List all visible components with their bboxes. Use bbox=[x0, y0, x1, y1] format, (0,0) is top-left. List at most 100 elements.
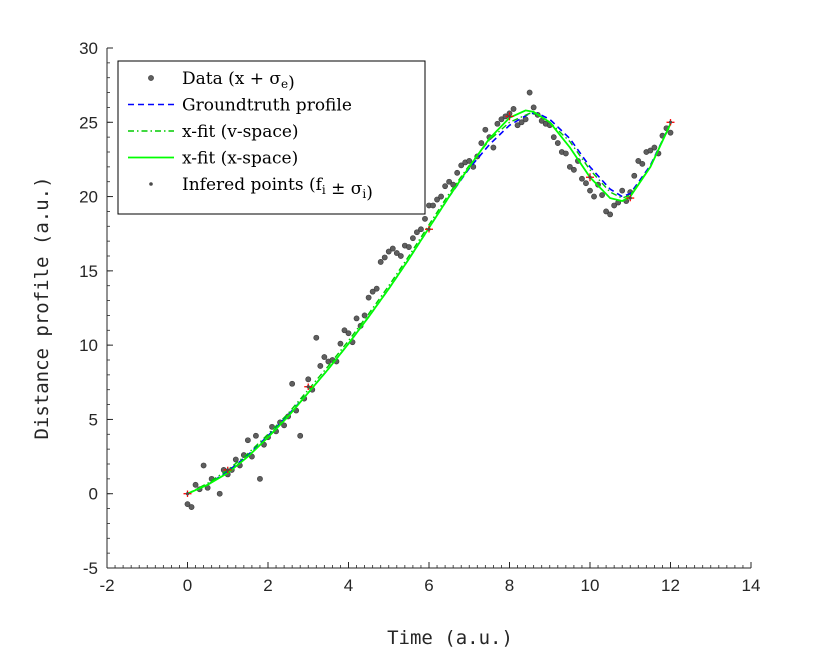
data-point bbox=[482, 126, 489, 133]
data-point bbox=[498, 116, 505, 123]
data-point bbox=[192, 481, 199, 488]
x-tick-label: 12 bbox=[661, 576, 680, 595]
data-point bbox=[466, 158, 473, 164]
legend-label: Groundtruth profile bbox=[182, 96, 352, 116]
data-point bbox=[647, 147, 654, 154]
data-point bbox=[405, 244, 412, 250]
data-point bbox=[611, 202, 618, 209]
plot-area bbox=[183, 89, 675, 510]
legend-marker-inferred bbox=[149, 182, 153, 186]
xfit-v-space-line bbox=[187, 112, 672, 495]
axes: -2 0 2 4 6 8 10 12 14 -5 0 5 10 15 20 25 30 bbox=[79, 39, 760, 595]
data-point bbox=[414, 229, 420, 236]
data-point bbox=[200, 462, 207, 469]
data-point bbox=[397, 253, 404, 259]
xfit-x-space-line bbox=[187, 109, 672, 495]
x-tick-label: 6 bbox=[424, 576, 433, 595]
y-tick-label: 5 bbox=[89, 410, 98, 429]
inferred-point bbox=[306, 385, 310, 389]
data-point bbox=[244, 437, 251, 444]
data-point bbox=[381, 254, 388, 261]
x-axis-title: Time (a.u.) bbox=[387, 627, 513, 649]
data-point bbox=[587, 187, 593, 194]
data-point bbox=[454, 169, 461, 176]
x-tick-label: 4 bbox=[344, 576, 353, 595]
data-point bbox=[289, 380, 296, 387]
x-tick-label: 8 bbox=[505, 576, 514, 595]
data-point bbox=[571, 166, 577, 173]
y-tick-label: 0 bbox=[89, 485, 98, 504]
data-point bbox=[418, 226, 424, 233]
data-point bbox=[438, 193, 444, 200]
data-point bbox=[510, 106, 517, 112]
data-point bbox=[639, 160, 646, 167]
x-tick-label: 10 bbox=[581, 576, 600, 595]
x-tick-label: 0 bbox=[183, 576, 192, 595]
data-point bbox=[494, 120, 501, 127]
legend-item-inferred: Infered points (fi ± σi) bbox=[149, 175, 373, 203]
data-point bbox=[184, 501, 191, 508]
data-point bbox=[257, 475, 263, 482]
data-point bbox=[514, 122, 521, 129]
data-point bbox=[579, 175, 585, 182]
data-point bbox=[550, 134, 557, 141]
legend-label: x-fit (v-space) bbox=[182, 122, 299, 142]
data-point bbox=[430, 202, 436, 209]
data-point bbox=[317, 363, 324, 369]
y-tick-label: 15 bbox=[79, 262, 98, 281]
data-point bbox=[635, 158, 642, 164]
legend: Data (x + σe) Groundtruth profile x-fit (v… bbox=[117, 60, 426, 215]
y-tick-label: 10 bbox=[79, 336, 98, 355]
data-point bbox=[232, 456, 239, 463]
data-point bbox=[281, 422, 287, 429]
legend-label: x-fit (x-space) bbox=[182, 149, 298, 169]
data-point bbox=[365, 294, 372, 301]
data-point bbox=[599, 192, 605, 198]
data-point bbox=[385, 248, 392, 255]
data-point bbox=[345, 330, 352, 337]
data-point bbox=[667, 129, 674, 136]
data-point bbox=[458, 162, 465, 169]
data-point bbox=[434, 196, 440, 203]
legend-label: Data (x + σe) bbox=[182, 69, 295, 93]
y-tick-label: 20 bbox=[79, 188, 98, 207]
data-point bbox=[253, 432, 259, 439]
data-point bbox=[490, 144, 497, 151]
x-tick-label: 2 bbox=[263, 576, 272, 595]
legend-box bbox=[117, 60, 426, 215]
legend-marker-data bbox=[148, 75, 154, 81]
data-point bbox=[216, 490, 223, 497]
data-point bbox=[651, 144, 658, 151]
data-point bbox=[313, 334, 320, 341]
inferred-point bbox=[427, 227, 431, 231]
data-point bbox=[393, 250, 400, 256]
data-point bbox=[562, 150, 569, 157]
data-point bbox=[305, 376, 312, 383]
data-point bbox=[373, 285, 380, 292]
inferred-point bbox=[507, 114, 512, 118]
data-point bbox=[337, 340, 344, 347]
data-point bbox=[591, 193, 597, 200]
data-point bbox=[446, 178, 453, 185]
data-point bbox=[554, 140, 561, 146]
y-axis-title: Distance profile (a.u.) bbox=[31, 176, 53, 439]
data-point bbox=[522, 116, 529, 123]
data-point bbox=[389, 245, 396, 252]
data-point bbox=[538, 117, 545, 124]
legend-item-groundtruth: Groundtruth profile bbox=[128, 96, 352, 116]
data-point bbox=[353, 315, 360, 322]
inferred-point bbox=[226, 468, 230, 472]
data-point bbox=[422, 215, 428, 222]
data-point bbox=[603, 208, 609, 215]
y-tick-label: 30 bbox=[79, 39, 98, 58]
data-point bbox=[361, 312, 368, 319]
data-point bbox=[583, 180, 589, 187]
legend-label: Infered points (fi ± σi) bbox=[182, 175, 373, 203]
data-point bbox=[369, 288, 376, 295]
data-point bbox=[188, 504, 195, 510]
inferred-point bbox=[588, 175, 592, 179]
data-point bbox=[518, 119, 525, 126]
legend-item-xfit_v: x-fit (v-space) bbox=[128, 122, 299, 142]
inferred-point bbox=[668, 120, 673, 124]
